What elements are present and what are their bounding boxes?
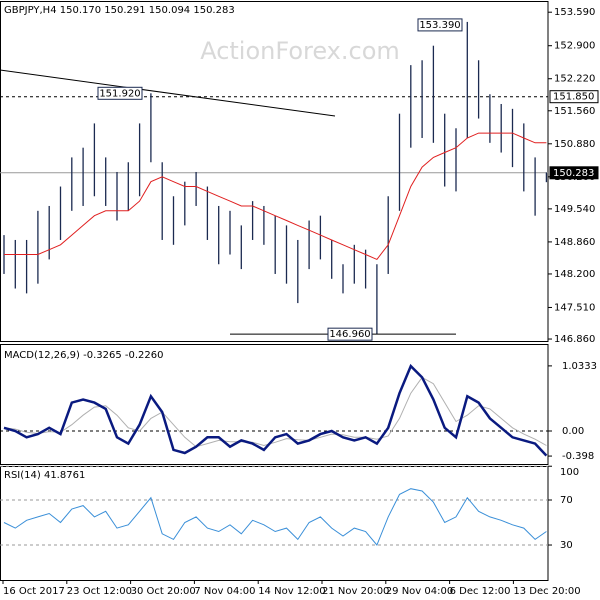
chart-title: GBPJPY,H4 150.170 150.291 150.094 150.28… bbox=[4, 5, 235, 16]
y-tick-label: 0.00 bbox=[562, 426, 584, 437]
level-label-box bbox=[549, 166, 599, 180]
panel-frame bbox=[0, 344, 549, 465]
macd-title: MACD(12,26,9) -0.3265 -0.2260 bbox=[4, 350, 164, 361]
y-tick-label: 1.0333 bbox=[562, 361, 597, 372]
rsi-title: RSI(14) 41.8761 bbox=[4, 470, 85, 481]
level-label-box bbox=[549, 90, 599, 104]
annotation: 146.960 bbox=[329, 329, 370, 340]
macd-signal bbox=[3, 376, 547, 448]
moving-average bbox=[4, 132, 547, 261]
y-tick-label: 150.880 bbox=[554, 139, 595, 150]
annotation: 153.390 bbox=[419, 20, 460, 31]
x-tick-label: 21 Nov 20:00 bbox=[322, 586, 389, 597]
y-tick-label: 153.590 bbox=[554, 7, 595, 18]
x-tick-label: 7 Nov 04:00 bbox=[194, 586, 255, 597]
annotation-box bbox=[97, 86, 143, 100]
y-tick-label: 152.900 bbox=[554, 41, 595, 52]
x-tick-label: 14 Nov 12:00 bbox=[258, 586, 325, 597]
y-tick-label: 151.560 bbox=[554, 106, 595, 117]
annotation-box bbox=[417, 18, 463, 32]
y-tick-label: 100 bbox=[560, 467, 579, 478]
y-tick-label: 148.200 bbox=[554, 269, 595, 280]
x-tick-label: 30 Oct 20:00 bbox=[131, 586, 196, 597]
x-tick-label: 16 Oct 2017 bbox=[3, 586, 65, 597]
macd-line bbox=[3, 363, 548, 457]
annotation: 151.920 bbox=[99, 88, 140, 99]
y-tick-label: 148.860 bbox=[554, 237, 595, 248]
x-tick-label: 6 Dec 12:00 bbox=[450, 586, 511, 597]
y-tick-label: -0.398 bbox=[562, 451, 594, 462]
x-tick-label: 29 Nov 04:00 bbox=[386, 586, 453, 597]
panel-frame bbox=[0, 466, 549, 581]
level-label: 151.850 bbox=[553, 92, 594, 103]
x-tick-label: 23 Oct 12:00 bbox=[67, 586, 132, 597]
y-tick-label: 147.510 bbox=[554, 302, 595, 313]
y-tick-label: 30 bbox=[560, 540, 573, 551]
y-tick-label: 146.860 bbox=[554, 334, 595, 345]
y-tick-label: 149.540 bbox=[554, 204, 595, 215]
y-tick-label: 70 bbox=[560, 495, 573, 506]
y-tick-label: 152.220 bbox=[554, 74, 595, 85]
panel-frame bbox=[0, 1, 549, 342]
x-tick-label: 13 Dec 20:00 bbox=[513, 586, 580, 597]
level-label: 150.283 bbox=[553, 168, 594, 179]
rsi-line bbox=[3, 488, 547, 546]
trend-line bbox=[0, 69, 336, 117]
annotation-box bbox=[327, 327, 373, 341]
watermark: ActionForex.com bbox=[200, 37, 400, 65]
